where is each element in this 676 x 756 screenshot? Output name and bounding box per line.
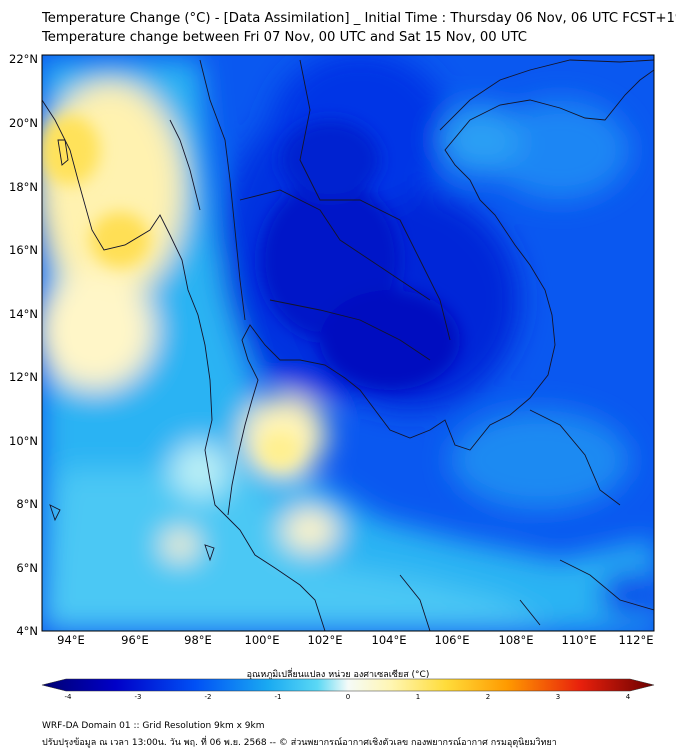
lat-label-4n: 4°N: [16, 624, 38, 638]
anomaly-field: [42, 55, 654, 631]
colorbar: [41, 678, 655, 692]
lon-label-102e: 102°E: [307, 633, 343, 647]
map-subtitle: Temperature change between Fri 07 Nov, 0…: [42, 30, 527, 45]
colorbar-label-0: 0: [345, 693, 351, 701]
map-title: Temperature Change (°C) - [Data Assimila…: [42, 11, 676, 26]
lon-label-96e: 96°E: [121, 633, 149, 647]
lat-label-22n: 22°N: [9, 52, 38, 66]
model-info: WRF-DA Domain 01 :: Grid Resolution 9km …: [42, 721, 265, 731]
map-ticks: [41, 54, 655, 632]
lat-label-6n: 6°N: [16, 561, 38, 575]
colorbar-label-2: 2: [485, 693, 491, 701]
lat-label-14n: 14°N: [9, 307, 38, 321]
colorbar-label-4: 4: [625, 693, 631, 701]
colorbar-label-neg1: -1: [274, 693, 282, 701]
lon-label-108e: 108°E: [498, 633, 534, 647]
lat-label-16n: 16°N: [9, 243, 38, 257]
colorbar-title: อุณหภูมิเปลี่ยนแปลง หน่วย องศาเซลเซียส (…: [246, 670, 430, 680]
temperature-change-map: [41, 54, 655, 632]
colorbar-label-1: 1: [415, 693, 421, 701]
lat-label-18n: 18°N: [9, 180, 38, 194]
lat-label-8n: 8°N: [16, 497, 38, 511]
colorbar-label-3: 3: [555, 693, 561, 701]
lon-label-104e: 104°E: [371, 633, 407, 647]
coastlines-and-borders: [42, 59, 654, 631]
update-credit: ปรับปรุงข้อมูล ณ เวลา 13:00น. วัน พฤ. ที…: [42, 738, 557, 748]
colorbar-label-neg4: -4: [64, 693, 72, 701]
lon-label-112e: 112°E: [618, 633, 654, 647]
lat-label-10n: 10°N: [9, 434, 38, 448]
colorbar-label-neg3: -3: [134, 693, 142, 701]
lon-label-98e: 98°E: [184, 633, 212, 647]
lon-label-110e: 110°E: [561, 633, 597, 647]
lat-label-20n: 20°N: [9, 116, 38, 130]
colorbar-label-neg2: -2: [204, 693, 212, 701]
lat-label-12n: 12°N: [9, 370, 38, 384]
lon-label-94e: 94°E: [57, 633, 85, 647]
lon-label-100e: 100°E: [244, 633, 280, 647]
lon-label-106e: 106°E: [434, 633, 470, 647]
